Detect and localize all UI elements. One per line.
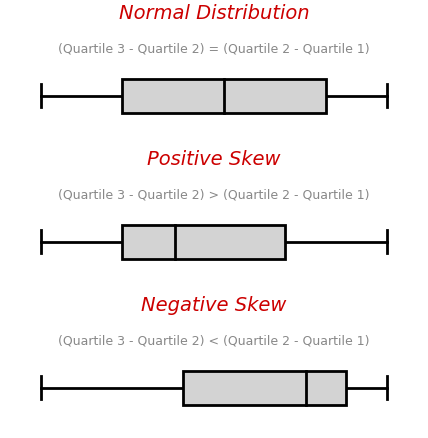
Bar	[122, 79, 326, 113]
Text: Positive Skew: Positive Skew	[147, 150, 281, 169]
Text: Normal Distribution: Normal Distribution	[119, 4, 309, 23]
Text: Negative Skew: Negative Skew	[141, 296, 287, 315]
Bar	[122, 225, 285, 259]
Bar	[184, 371, 347, 405]
Text: (Quartile 3 - Quartile 2) < (Quartile 2 - Quartile 1): (Quartile 3 - Quartile 2) < (Quartile 2 …	[58, 334, 370, 347]
Text: (Quartile 3 - Quartile 2) = (Quartile 2 - Quartile 1): (Quartile 3 - Quartile 2) = (Quartile 2 …	[58, 42, 370, 55]
Text: (Quartile 3 - Quartile 2) > (Quartile 2 - Quartile 1): (Quartile 3 - Quartile 2) > (Quartile 2 …	[58, 188, 370, 201]
